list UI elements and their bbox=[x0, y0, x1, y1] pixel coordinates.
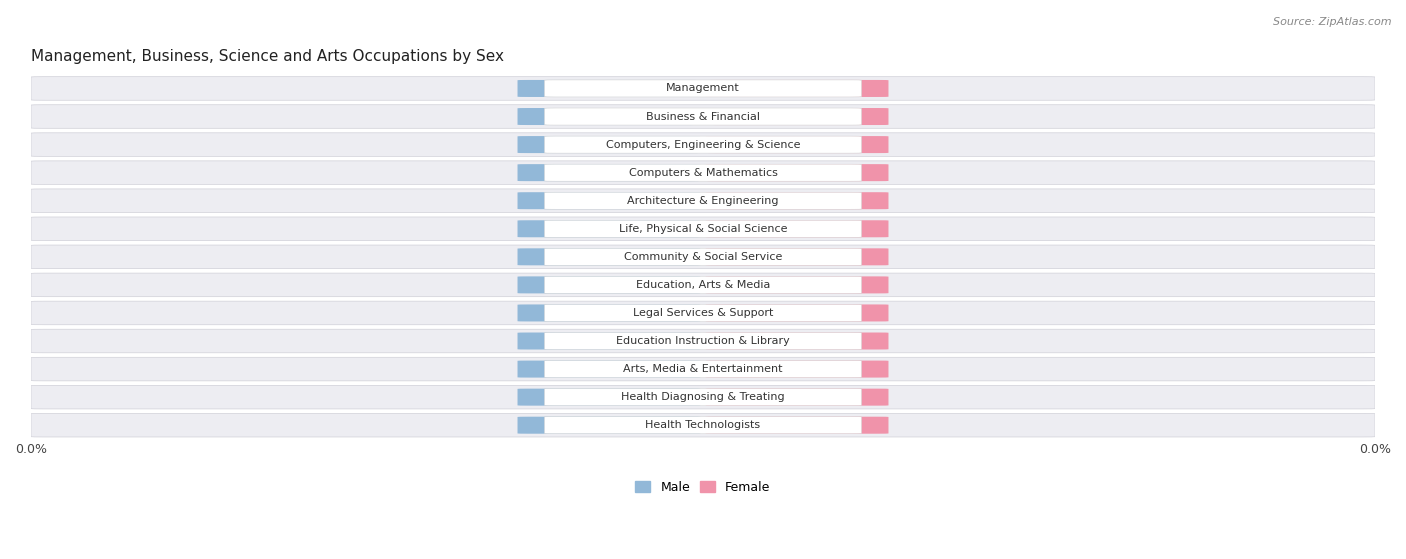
FancyBboxPatch shape bbox=[544, 108, 862, 125]
FancyBboxPatch shape bbox=[544, 192, 862, 209]
Text: Education, Arts & Media: Education, Arts & Media bbox=[636, 280, 770, 290]
FancyBboxPatch shape bbox=[31, 217, 1375, 240]
Text: 0.0%: 0.0% bbox=[783, 83, 811, 93]
FancyBboxPatch shape bbox=[544, 389, 862, 406]
Text: 0.0%: 0.0% bbox=[783, 364, 811, 374]
Text: Business & Financial: Business & Financial bbox=[645, 112, 761, 121]
FancyBboxPatch shape bbox=[517, 164, 700, 181]
FancyBboxPatch shape bbox=[517, 333, 700, 349]
Text: Legal Services & Support: Legal Services & Support bbox=[633, 308, 773, 318]
FancyBboxPatch shape bbox=[706, 136, 889, 153]
Text: Life, Physical & Social Science: Life, Physical & Social Science bbox=[619, 224, 787, 234]
Text: Management: Management bbox=[666, 83, 740, 93]
FancyBboxPatch shape bbox=[517, 220, 700, 237]
Text: Source: ZipAtlas.com: Source: ZipAtlas.com bbox=[1274, 17, 1392, 27]
FancyBboxPatch shape bbox=[31, 301, 1375, 325]
FancyBboxPatch shape bbox=[544, 361, 862, 377]
FancyBboxPatch shape bbox=[517, 276, 700, 293]
Text: 0.0%: 0.0% bbox=[595, 168, 623, 178]
Text: Health Diagnosing & Treating: Health Diagnosing & Treating bbox=[621, 392, 785, 402]
FancyBboxPatch shape bbox=[706, 248, 889, 266]
Text: 0.0%: 0.0% bbox=[595, 224, 623, 234]
FancyBboxPatch shape bbox=[706, 220, 889, 237]
FancyBboxPatch shape bbox=[706, 164, 889, 181]
FancyBboxPatch shape bbox=[31, 357, 1375, 381]
FancyBboxPatch shape bbox=[31, 329, 1375, 353]
Text: 0.0%: 0.0% bbox=[783, 140, 811, 150]
FancyBboxPatch shape bbox=[544, 276, 862, 293]
FancyBboxPatch shape bbox=[517, 416, 700, 434]
Text: 0.0%: 0.0% bbox=[783, 392, 811, 402]
Text: Community & Social Service: Community & Social Service bbox=[624, 252, 782, 262]
Text: 0.0%: 0.0% bbox=[783, 196, 811, 206]
FancyBboxPatch shape bbox=[31, 273, 1375, 297]
Text: Computers, Engineering & Science: Computers, Engineering & Science bbox=[606, 140, 800, 150]
FancyBboxPatch shape bbox=[517, 136, 700, 153]
Text: 0.0%: 0.0% bbox=[783, 336, 811, 346]
FancyBboxPatch shape bbox=[31, 385, 1375, 409]
Text: 0.0%: 0.0% bbox=[595, 140, 623, 150]
FancyBboxPatch shape bbox=[517, 108, 700, 125]
FancyBboxPatch shape bbox=[544, 136, 862, 153]
FancyBboxPatch shape bbox=[517, 305, 700, 321]
Text: 0.0%: 0.0% bbox=[783, 112, 811, 121]
FancyBboxPatch shape bbox=[517, 80, 700, 97]
Text: 0.0%: 0.0% bbox=[783, 168, 811, 178]
Text: Architecture & Engineering: Architecture & Engineering bbox=[627, 196, 779, 206]
FancyBboxPatch shape bbox=[544, 220, 862, 237]
FancyBboxPatch shape bbox=[31, 161, 1375, 184]
Text: 0.0%: 0.0% bbox=[783, 252, 811, 262]
FancyBboxPatch shape bbox=[31, 189, 1375, 212]
FancyBboxPatch shape bbox=[706, 80, 889, 97]
Text: 0.0%: 0.0% bbox=[595, 364, 623, 374]
Text: 0.0%: 0.0% bbox=[595, 252, 623, 262]
FancyBboxPatch shape bbox=[706, 192, 889, 209]
Text: 0.0%: 0.0% bbox=[595, 308, 623, 318]
FancyBboxPatch shape bbox=[706, 305, 889, 321]
FancyBboxPatch shape bbox=[517, 361, 700, 377]
Text: Arts, Media & Entertainment: Arts, Media & Entertainment bbox=[623, 364, 783, 374]
Text: 0.0%: 0.0% bbox=[595, 196, 623, 206]
FancyBboxPatch shape bbox=[517, 248, 700, 266]
Text: 0.0%: 0.0% bbox=[783, 280, 811, 290]
FancyBboxPatch shape bbox=[544, 305, 862, 321]
Legend: Male, Female: Male, Female bbox=[630, 476, 776, 499]
Text: 0.0%: 0.0% bbox=[595, 112, 623, 121]
Text: 0.0%: 0.0% bbox=[783, 420, 811, 430]
FancyBboxPatch shape bbox=[31, 133, 1375, 157]
Text: Health Technologists: Health Technologists bbox=[645, 420, 761, 430]
Text: 0.0%: 0.0% bbox=[595, 83, 623, 93]
FancyBboxPatch shape bbox=[706, 276, 889, 293]
Text: 0.0%: 0.0% bbox=[595, 280, 623, 290]
FancyBboxPatch shape bbox=[544, 333, 862, 349]
FancyBboxPatch shape bbox=[544, 416, 862, 434]
Text: 0.0%: 0.0% bbox=[783, 224, 811, 234]
FancyBboxPatch shape bbox=[706, 108, 889, 125]
FancyBboxPatch shape bbox=[31, 77, 1375, 100]
FancyBboxPatch shape bbox=[706, 416, 889, 434]
FancyBboxPatch shape bbox=[31, 414, 1375, 437]
FancyBboxPatch shape bbox=[517, 389, 700, 406]
Text: 0.0%: 0.0% bbox=[595, 420, 623, 430]
FancyBboxPatch shape bbox=[706, 361, 889, 377]
Text: 0.0%: 0.0% bbox=[783, 308, 811, 318]
FancyBboxPatch shape bbox=[544, 248, 862, 266]
FancyBboxPatch shape bbox=[706, 333, 889, 349]
Text: 0.0%: 0.0% bbox=[595, 392, 623, 402]
Text: 0.0%: 0.0% bbox=[595, 336, 623, 346]
FancyBboxPatch shape bbox=[31, 245, 1375, 269]
FancyBboxPatch shape bbox=[706, 389, 889, 406]
FancyBboxPatch shape bbox=[544, 80, 862, 97]
Text: Management, Business, Science and Arts Occupations by Sex: Management, Business, Science and Arts O… bbox=[31, 49, 503, 64]
FancyBboxPatch shape bbox=[31, 105, 1375, 129]
Text: Education Instruction & Library: Education Instruction & Library bbox=[616, 336, 790, 346]
Text: Computers & Mathematics: Computers & Mathematics bbox=[628, 168, 778, 178]
FancyBboxPatch shape bbox=[517, 192, 700, 209]
FancyBboxPatch shape bbox=[544, 164, 862, 181]
